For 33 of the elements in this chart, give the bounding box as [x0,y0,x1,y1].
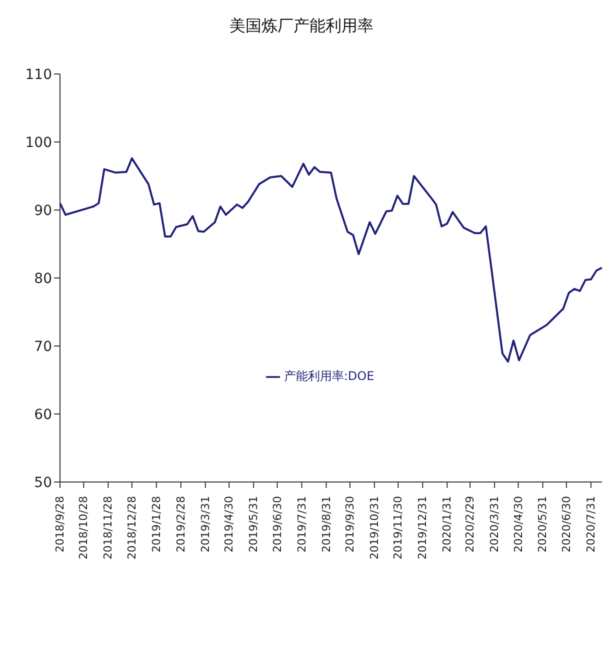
x-tick-label: 2018/12/28 [125,496,138,560]
x-tick-label: 2019/2/28 [174,496,188,552]
chart-title: 美国炼厂产能利用率 [228,16,374,37]
x-tick-label: 2019/10/31 [368,496,381,560]
x-tick-label: 2019/9/30 [343,496,356,552]
y-tick-label: 110 [25,66,52,83]
y-tick-label: 80 [34,270,52,287]
line-series [60,157,602,363]
x-tick-label: 2019/12/31 [416,496,430,560]
x-tick-label: 2020/5/31 [536,496,550,552]
y-tick-label: 50 [34,474,52,491]
x-tick-label: 2020/4/30 [512,496,525,552]
legend-label: 产能利用率:DOE [284,369,374,383]
x-tick-label: 2019/6/30 [270,496,284,552]
x-tick-label: 2019/7/31 [295,496,308,552]
x-tick-label: 2018/11/28 [102,496,115,560]
x-tick-label: 2020/1/31 [440,496,454,552]
x-tick-label: 2019/3/31 [198,496,212,552]
x-tick-label: 2020/7/31 [584,496,598,552]
y-tick-label: 70 [34,338,52,355]
x-tick-label: 2019/5/31 [247,496,260,552]
x-tick-label: 2018/10/28 [77,496,90,560]
x-tick-label: 2019/11/30 [392,496,405,560]
y-tick-label: 100 [25,134,52,151]
x-tick-label: 2018/9/28 [54,496,66,552]
x-tick-label: 2019/1/28 [150,496,163,552]
x-tick-label: 2020/3/31 [488,496,502,552]
y-tick-label: 90 [34,202,52,219]
x-tick-label: 2019/8/31 [320,496,333,552]
x-tick-label: 2020/2/29 [464,496,477,552]
x-tick-label: 2019/4/30 [222,496,236,552]
y-tick-label: 60 [34,406,52,423]
x-tick-label: 2020/6/30 [560,496,573,552]
